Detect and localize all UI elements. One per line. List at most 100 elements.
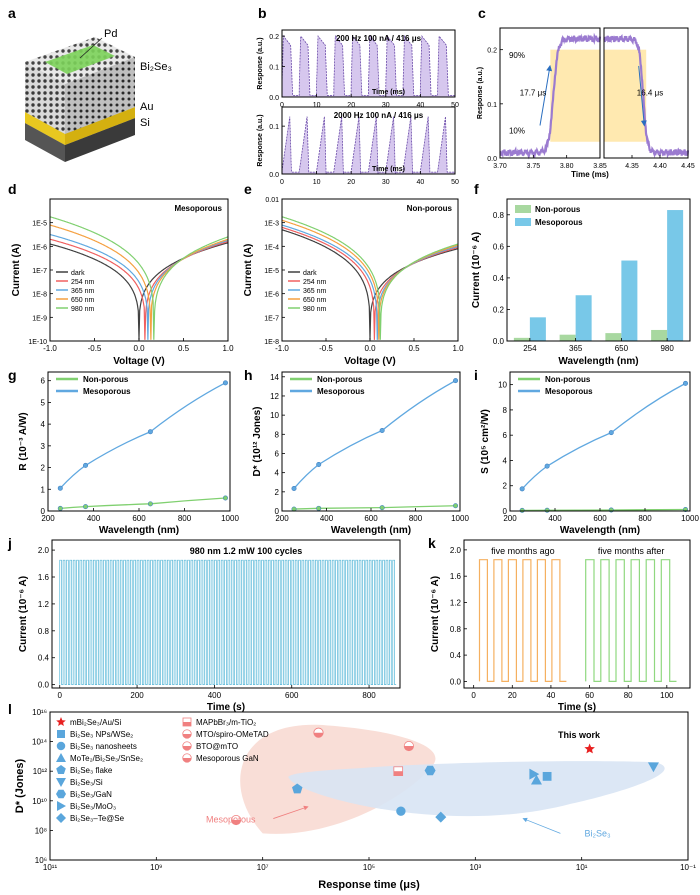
data-point [147,429,153,435]
data-point [222,495,228,501]
x-tick-label: 1000 [681,514,699,523]
legend-label: Bi₂Se₃ nanosheets [70,742,137,751]
data-point [291,485,297,491]
chart-b-top: 0 10 20 30 40 50 0.0 0.1 0.2 200 Hz 100 nA / 416 … [257,29,459,109]
x-tick-label: 3.75 [527,163,541,170]
pd-pad [45,45,115,74]
y-tick-label: 0.6 [493,242,505,251]
y-tick-label: 0.2 [493,305,505,314]
legend-label: dark [303,270,317,277]
x-tick-label: 1000 [221,514,239,523]
panel-f: f 254 365 650 980 0.0 0.2 0.4 0.6 0.8 Non-porous M… [471,181,691,367]
plot-frame [506,198,691,342]
x-tick-label: 800 [178,514,192,523]
data-point [453,378,459,384]
y-axis-label: D* (Jones) [14,758,26,813]
x-axis-label: Wavelength (nm) [560,525,640,536]
y-tick-label: 0 [503,507,508,516]
legend-label: Mesoporous GaN [196,754,259,763]
annotation-mesoporous: Mesoporous [206,814,256,824]
panel-j: j 0 200 400 600 800 0.0 0.4 0.8 1.2 1.6 2.0 980 nm … [7,535,401,713]
y-tick-label: 1E-9 [32,315,47,322]
x-axis-label: Voltage (V) [113,356,164,367]
x-axis-label: Voltage (V) [344,356,395,367]
x-tick-label: -1.0 [275,344,289,353]
x-tick-label: 0 [471,691,476,700]
data-point [396,806,406,816]
cycle-trace [59,559,397,685]
x-tick-label: 600 [285,691,299,700]
bar [575,295,592,341]
y-tick-label: 12 [270,392,279,401]
y-axis-label: D* (10¹² Jones) [252,406,263,476]
plot-frame [51,539,401,689]
x-tick-label: 400 [320,514,334,523]
legend-marker-fill [182,734,192,739]
panel-letter-l: l [8,701,12,717]
y-tick-label: 1E-7 [264,315,279,322]
bar [559,334,576,341]
panel-letter-b: b [258,5,267,21]
legend-label: 650 nm [303,297,327,304]
legend-marker-fill [182,746,192,751]
fall-arrow [638,65,647,127]
bar [605,333,622,341]
data-point [83,504,89,510]
y-tick-label: 1E-7 [32,268,47,275]
y-axis-label: Response (a.u.) [257,37,264,89]
y-tick-label: 4 [503,456,508,465]
chart-h: Non-porous Mesoporous 200 400 600 800 1000 0 2 4 6… [252,371,469,536]
y-tick-label: 0.4 [493,274,505,283]
panel-letter-f: f [474,181,479,197]
si-layer-left [25,123,65,162]
y-axis-label: Response (a.u.) [257,114,264,166]
iv-curve [49,224,229,340]
y-tick-label: 0.0 [269,95,279,102]
y-tick-label: 0.0 [38,681,50,690]
x-tick-label: 0.0 [364,344,376,353]
y-tick-label: 1E-3 [264,221,279,228]
x-tick-label: 10⁷ [257,863,269,872]
chart-d: dark 254 nm 365 nm 650 nm 980 nm -1.0 -0.5 0.0 0… [11,198,234,367]
panel-letter-h: h [244,367,253,383]
data-point-fill [393,771,403,776]
data-point [379,427,385,433]
x-tick-label: 600 [132,514,146,523]
label-pd: Pd [104,28,117,40]
y-tick-label: 6 [275,449,280,458]
x-axis-label: Time (ms) [571,170,609,179]
plot-frame [509,371,691,512]
rise-fall-band [550,49,600,142]
panel-letter-j: j [7,535,12,551]
legend-label: BTO@mTO [196,742,238,751]
legend-marker [56,778,66,787]
y-tick-label: 1.2 [38,600,50,609]
legend-label: Mesoporous [317,387,365,396]
x-tick-label: 4.45 [681,163,695,170]
y-tick-label: 0.0 [269,172,279,179]
y-tick-label: 0 [41,507,46,516]
panel-letter-g: g [8,367,17,383]
si-layer-right [65,118,135,162]
x-tick-label: 600 [593,514,607,523]
x-axis-label: Time (s) [207,702,245,713]
x-tick-label: 200 [41,514,55,523]
panel-letter-c: c [478,5,486,21]
legend-label: Bi₂Se₃ NPs/WSe₂ [70,730,133,739]
x-tick-label: 400 [548,514,562,523]
data-point [647,762,659,773]
data-point [57,505,63,511]
legend-swatch [515,205,531,213]
x-tick-label: 10⁹ [150,863,162,872]
bar [513,337,530,341]
iv-curve [281,226,459,340]
x-tick-label: 0.0 [133,344,145,353]
legend-label: 980 nm [303,306,327,313]
y-tick-label: 1.2 [450,598,462,607]
chart-title: Mesoporous [174,204,222,213]
data-point [435,811,447,823]
x-tick-label: 400 [208,691,222,700]
y-tick-label: 1E-8 [264,339,279,346]
legend-marker [57,801,66,811]
data-point [530,774,542,785]
